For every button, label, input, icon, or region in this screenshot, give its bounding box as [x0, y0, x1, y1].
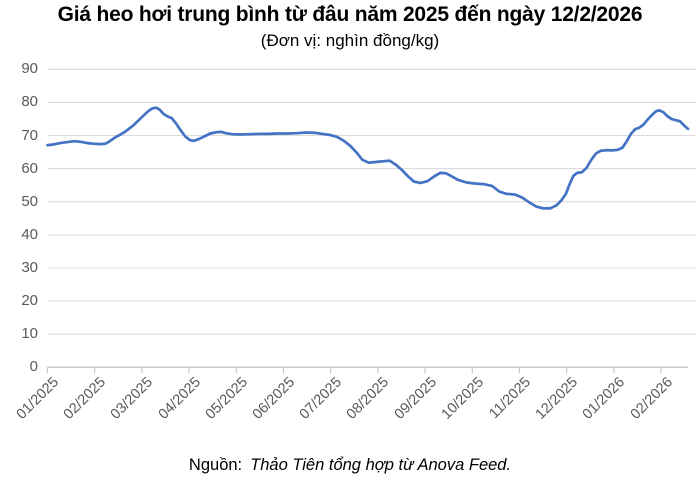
y-axis-tick-label: 20	[21, 292, 38, 310]
y-axis-tick-label: 80	[21, 93, 38, 111]
chart-title: Giá heo hơi trung bình từ đâu năm 2025 đ…	[57, 3, 643, 26]
y-axis-tick-label: 40	[21, 225, 38, 243]
chart-subtitle: (Đơn vị: nghìn đồng/kg)	[260, 31, 440, 50]
y-axis-tick-label: 60	[21, 159, 38, 177]
y-axis-tick-label: 70	[21, 126, 38, 144]
y-axis-tick-label: 50	[21, 192, 38, 210]
y-axis-tick-label: 0	[29, 358, 38, 376]
y-axis-tick-label: 90	[21, 60, 38, 78]
y-axis-tick-label: 30	[21, 258, 38, 276]
source-text: Thảo Tiên tổng hợp từ Anova Feed.	[250, 456, 512, 474]
source-label: Nguồn:	[188, 456, 243, 474]
price-series-line	[46, 106, 690, 210]
source-note: Nguồn: Thảo Tiên tổng hợp từ Anova Feed.	[0, 456, 700, 475]
y-axis-tick-label: 10	[21, 325, 38, 343]
